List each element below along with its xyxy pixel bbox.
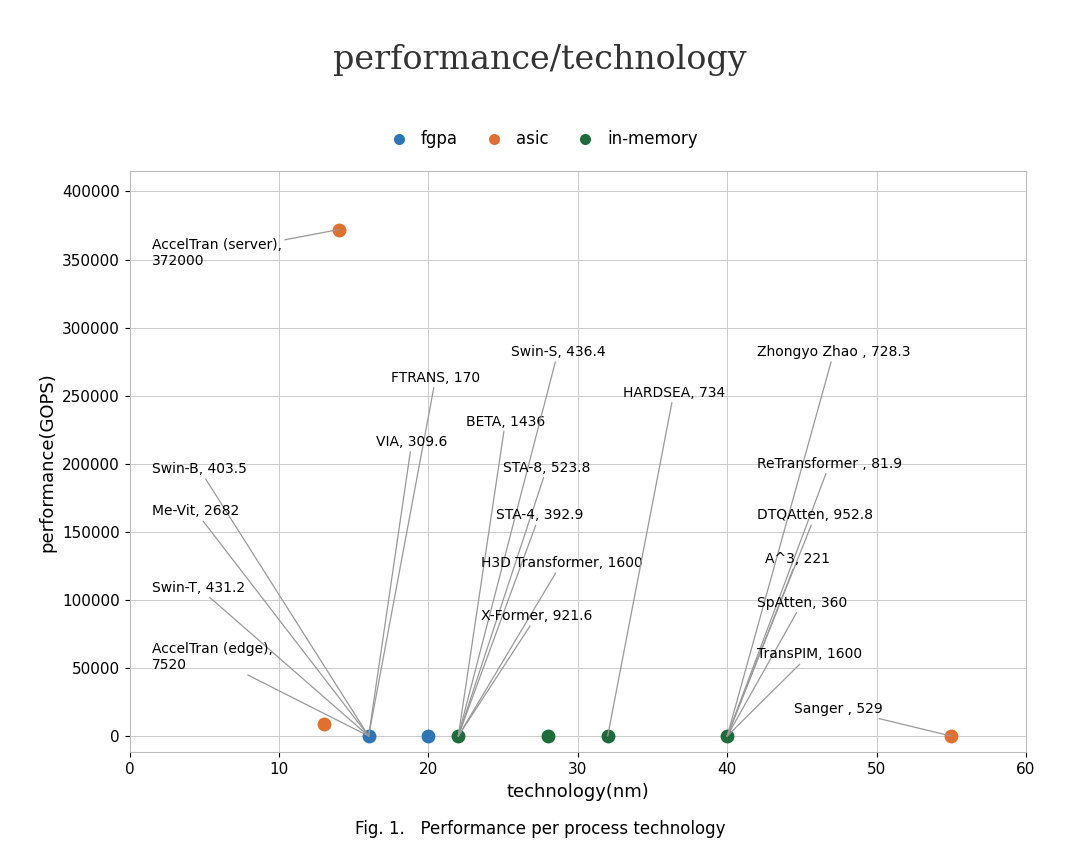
Text: H3D Transformer, 1600: H3D Transformer, 1600 (458, 556, 643, 736)
Point (420, 729, 437, 743)
Text: Fig. 1.   Performance per process technology: Fig. 1. Performance per process technolo… (354, 820, 726, 839)
Point (315, 717, 333, 731)
Point (599, 729, 617, 743)
Text: Swin-S, 436.4: Swin-S, 436.4 (458, 345, 605, 736)
Text: DTQAtten, 952.8: DTQAtten, 952.8 (727, 509, 873, 736)
X-axis label: technology(nm): technology(nm) (507, 782, 649, 800)
Text: TransPIM, 1600: TransPIM, 1600 (727, 647, 862, 736)
Text: Sanger , 529: Sanger , 529 (795, 702, 951, 736)
Y-axis label: performance(GOPS): performance(GOPS) (39, 372, 56, 551)
Point (449, 729, 467, 743)
Text: FTRANS, 170: FTRANS, 170 (368, 371, 481, 736)
Text: HARDSEA, 734: HARDSEA, 734 (608, 386, 725, 736)
Text: Zhongyo Zhao , 728.3: Zhongyo Zhao , 728.3 (727, 345, 910, 736)
Text: Me-Vit, 2682: Me-Vit, 2682 (152, 504, 368, 736)
Text: A^3, 221: A^3, 221 (727, 552, 829, 736)
Text: AccelTran (server),
372000: AccelTran (server), 372000 (152, 229, 339, 268)
Text: VIA, 309.6: VIA, 309.6 (368, 435, 447, 736)
Text: Swin-B, 403.5: Swin-B, 403.5 (152, 463, 368, 736)
Point (330, 222, 348, 236)
Text: ReTransformer , 81.9: ReTransformer , 81.9 (727, 457, 902, 736)
Point (718, 729, 735, 743)
Point (943, 729, 960, 743)
Point (360, 729, 377, 743)
Text: BETA, 1436: BETA, 1436 (458, 415, 545, 736)
Point (539, 729, 556, 743)
Legend: fgpa, asic, in-memory: fgpa, asic, in-memory (376, 124, 704, 155)
Text: X-Former, 921.6: X-Former, 921.6 (458, 610, 592, 736)
Text: STA-4, 392.9: STA-4, 392.9 (458, 509, 583, 736)
Text: performance/technology: performance/technology (334, 44, 746, 76)
Text: SpAtten, 360: SpAtten, 360 (727, 596, 848, 736)
Text: STA-8, 523.8: STA-8, 523.8 (458, 461, 591, 736)
Text: AccelTran (edge),
7520: AccelTran (edge), 7520 (152, 642, 368, 736)
Text: Swin-T, 431.2: Swin-T, 431.2 (152, 581, 368, 736)
